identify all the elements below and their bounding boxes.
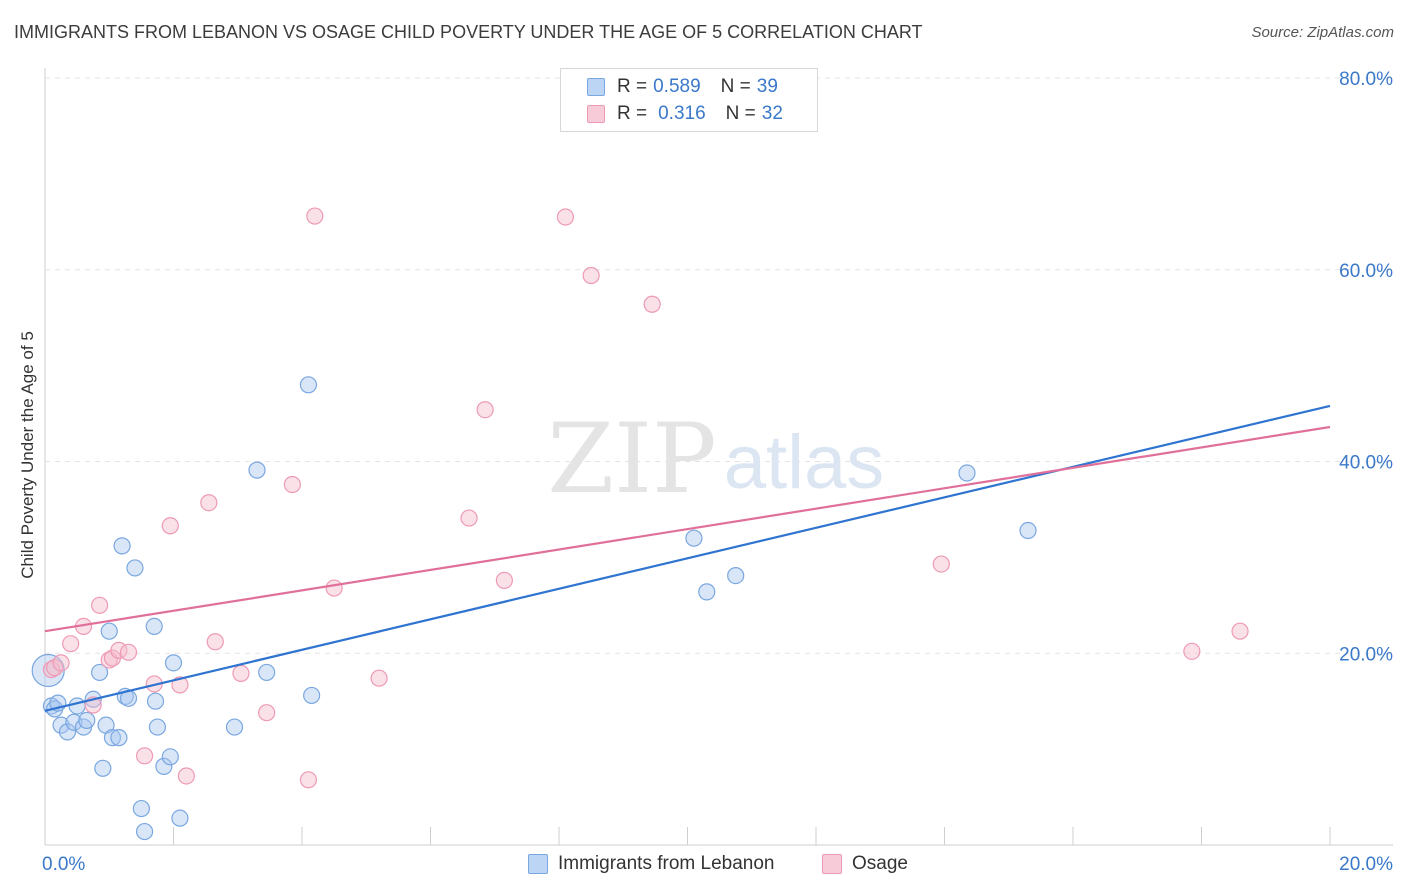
- osage-point: [206, 633, 224, 651]
- lebanon-point: [685, 529, 703, 547]
- lebanon-point: [148, 718, 167, 736]
- lebanon-point: [135, 822, 154, 841]
- osage-point: [643, 295, 661, 313]
- x-tick-label: 0.0%: [42, 854, 85, 875]
- trend-layer: [44, 404, 1331, 712]
- legend-n-value: 39: [756, 76, 778, 97]
- legend-swatch-blue: [587, 78, 605, 96]
- lebanon-point: [258, 663, 276, 682]
- label-layer: 20.0% 40.0% 60.0% 80.0% 0.0% 20.0%: [42, 69, 1393, 875]
- lebanon-trend-line: [44, 404, 1331, 712]
- legend-swatch-pink: [587, 105, 605, 123]
- osage-point: [177, 767, 195, 785]
- legend-n-label: N =: [725, 103, 756, 124]
- osage-point: [476, 401, 494, 419]
- bottom-legend-lebanon: Immigrants from Lebanon: [528, 852, 775, 876]
- osage-trend-line: [44, 425, 1331, 633]
- y-tick-label: 80.0%: [1339, 69, 1393, 90]
- osage-point: [232, 664, 250, 682]
- osage-point: [370, 669, 388, 687]
- osage-point: [306, 207, 324, 225]
- legend-r-value: 0.589: [653, 76, 701, 97]
- axis-layer: [44, 68, 1393, 846]
- bottom-legend-swatch-blue: [528, 854, 548, 874]
- osage-point: [200, 494, 218, 512]
- lebanon-point: [727, 566, 745, 585]
- osage-point: [299, 771, 318, 789]
- osage-point: [932, 555, 950, 573]
- y-tick-label: 20.0%: [1339, 644, 1393, 665]
- lebanon-point: [1019, 521, 1037, 540]
- legend-r-label: R =: [617, 103, 648, 124]
- watermark-atlas: atlas: [724, 420, 885, 505]
- lebanon-point: [248, 461, 266, 479]
- osage-point: [1183, 642, 1201, 660]
- y-axis-label: Child Poverty Under the Age of 5: [18, 331, 37, 579]
- lebanon-point: [161, 748, 179, 766]
- lebanon-point: [58, 723, 77, 741]
- bottom-legend-osage: Osage: [822, 852, 908, 876]
- legend-row-lebanon: R = 0.589 N = 39: [587, 75, 778, 99]
- lebanon-point: [91, 663, 109, 682]
- legend-r-value: 0.316: [658, 103, 706, 124]
- osage-point: [582, 266, 600, 285]
- lebanon-point: [145, 617, 163, 636]
- bottom-legend-swatch-pink: [822, 854, 842, 874]
- lebanon-point: [303, 686, 321, 705]
- watermark-zip: ZIP: [547, 403, 716, 515]
- points-layer: [31, 207, 1249, 841]
- osage-point: [161, 517, 179, 535]
- correlation-legend: R = 0.589 N = 39 R = 0.316 N = 32: [560, 68, 818, 132]
- chart-source: Source: ZipAtlas.com: [1251, 24, 1394, 41]
- x-tick-label: 20.0%: [1339, 854, 1393, 875]
- osage-point: [325, 579, 343, 597]
- chart-title: IMMIGRANTS FROM LEBANON VS OSAGE CHILD P…: [14, 22, 923, 42]
- lebanon-point: [100, 622, 118, 640]
- osage-point: [119, 643, 138, 661]
- osage-point: [460, 509, 478, 527]
- lebanon-point: [155, 757, 173, 775]
- lebanon-point: [958, 464, 976, 482]
- y-tick-label: 40.0%: [1339, 453, 1393, 474]
- osage-point: [258, 704, 276, 722]
- lebanon-point: [110, 729, 128, 747]
- grid-layer: [45, 77, 1393, 654]
- lebanon-point: [146, 692, 165, 710]
- osage-point: [52, 654, 70, 672]
- osage-point: [171, 676, 189, 694]
- osage-point: [135, 747, 154, 765]
- osage-point: [495, 571, 513, 589]
- lebanon-point: [132, 799, 150, 818]
- lebanon-point: [171, 809, 189, 827]
- osage-point: [1231, 622, 1249, 640]
- lebanon-point: [299, 376, 318, 394]
- lebanon-point: [68, 697, 86, 715]
- bottom-legend-label-lebanon: Immigrants from Lebanon: [558, 853, 775, 874]
- osage-point: [62, 635, 80, 653]
- lebanon-point: [164, 654, 183, 672]
- lebanon-point: [52, 716, 70, 734]
- lebanon-point: [126, 559, 144, 577]
- lebanon-point: [698, 583, 716, 601]
- osage-point: [91, 596, 109, 614]
- y-tick-label: 60.0%: [1339, 261, 1393, 282]
- lebanon-point: [65, 713, 83, 731]
- legend-r-label: R =: [617, 76, 648, 97]
- lebanon-point: [94, 759, 112, 777]
- osage-point: [556, 208, 575, 226]
- lebanon-point: [225, 718, 244, 736]
- lebanon-point: [113, 537, 131, 555]
- legend-n-label: N =: [720, 76, 751, 97]
- bottom-legend-label-osage: Osage: [852, 853, 908, 874]
- lebanon-point: [78, 711, 96, 729]
- legend-n-value: 32: [761, 103, 783, 124]
- osage-point: [283, 475, 301, 494]
- legend-row-osage: R = 0.316 N = 32: [587, 102, 783, 126]
- lebanon-point: [103, 729, 122, 747]
